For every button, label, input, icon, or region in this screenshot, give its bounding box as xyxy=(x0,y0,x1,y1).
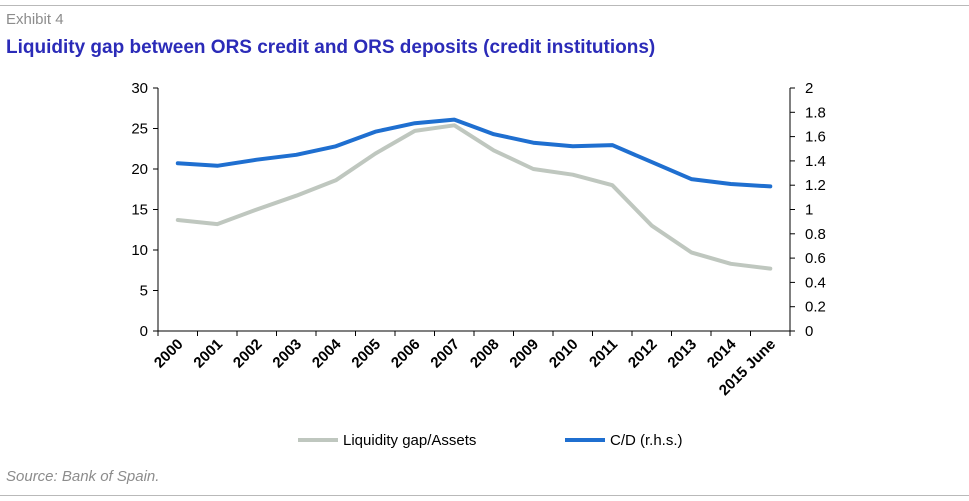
exhibit-label: Exhibit 4 xyxy=(6,11,64,28)
x-tick-label: 2005 xyxy=(348,336,384,372)
x-tick-label: 2009 xyxy=(506,336,542,372)
legend-label-cd: C/D (r.h.s.) xyxy=(610,432,683,449)
x-tick-label: 2001 xyxy=(190,336,226,372)
x-tick-label: 2011 xyxy=(586,336,621,371)
y-left-tick-label: 0 xyxy=(140,323,148,340)
y-right-tick-label: 1.8 xyxy=(805,104,826,121)
y-right-tick-label: 0.8 xyxy=(805,226,826,243)
legend-label-liquidity-gap: Liquidity gap/Assets xyxy=(343,432,476,449)
x-tick-label: 2003 xyxy=(269,336,305,372)
x-tick-label: 2012 xyxy=(625,336,661,372)
y-left-tick-label: 15 xyxy=(131,202,148,219)
top-rule xyxy=(0,5,969,6)
x-tick-label: 2007 xyxy=(427,336,463,372)
y-left-tick-label: 25 xyxy=(131,121,148,138)
y-right-tick-label: 0.2 xyxy=(805,299,826,316)
x-tick-label: 2004 xyxy=(309,335,345,371)
y-right-tick-label: 1.2 xyxy=(805,177,826,194)
y-left-tick-label: 5 xyxy=(140,283,148,300)
y-right-tick-label: 0 xyxy=(805,323,813,340)
source-note: Source: Bank of Spain. xyxy=(6,468,160,485)
x-tick-label: 2006 xyxy=(388,336,424,372)
y-right-tick-label: 0.6 xyxy=(805,250,826,267)
x-tick-label: 2000 xyxy=(151,336,187,372)
chart-title: Liquidity gap between ORS credit and ORS… xyxy=(6,37,656,58)
x-tick-label: 2002 xyxy=(230,336,266,372)
x-tick-label: 2014 xyxy=(704,335,740,371)
x-tick-label: 2010 xyxy=(546,336,582,372)
y-right-tick-label: 1 xyxy=(805,202,813,219)
y-left-tick-label: 20 xyxy=(131,161,148,178)
series-line-cd xyxy=(175,117,773,189)
x-tick-label: 2008 xyxy=(467,336,503,372)
bottom-rule xyxy=(0,495,969,496)
y-right-tick-label: 2 xyxy=(805,80,813,97)
x-tick-label: 2013 xyxy=(664,336,700,372)
y-right-tick-label: 1.6 xyxy=(805,129,826,146)
y-right-tick-label: 0.4 xyxy=(805,274,826,291)
series-line-liquidity-gap xyxy=(175,123,773,271)
y-left-tick-label: 10 xyxy=(131,242,148,259)
y-right-tick-label: 1.4 xyxy=(805,153,826,170)
y-left-tick-label: 30 xyxy=(131,80,148,97)
